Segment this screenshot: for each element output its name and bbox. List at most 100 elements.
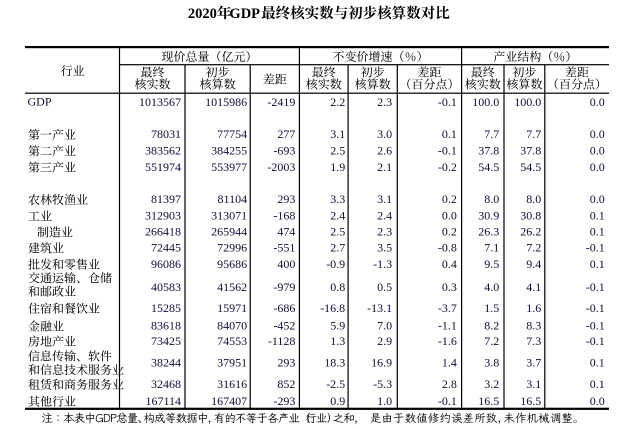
svg-text:0.8: 0.8: [330, 280, 345, 294]
svg-text:852: 852: [277, 377, 295, 391]
svg-text:16.5: 16.5: [520, 394, 541, 408]
svg-text:-452: -452: [273, 319, 295, 333]
svg-text:96086: 96086: [151, 257, 181, 271]
svg-text:3.0: 3.0: [377, 127, 392, 141]
svg-text:313071: 313071: [211, 209, 247, 223]
svg-text:1013567: 1013567: [139, 95, 181, 109]
svg-text:0.0: 0.0: [442, 209, 457, 223]
svg-text:7.3: 7.3: [526, 334, 541, 348]
svg-text:-16.8: -16.8: [320, 301, 345, 315]
svg-text:0.0: 0.0: [590, 192, 605, 206]
svg-text:7.7: 7.7: [484, 127, 499, 141]
svg-text:277: 277: [277, 127, 295, 141]
svg-text:2020: 2020: [188, 6, 217, 22]
svg-text:26.2: 26.2: [520, 225, 541, 239]
svg-text:-0.9: -0.9: [326, 257, 345, 271]
svg-text:-1.6: -1.6: [438, 334, 457, 348]
svg-text:266418: 266418: [145, 225, 181, 239]
svg-text:9.4: 9.4: [526, 257, 541, 271]
svg-text:-2003: -2003: [267, 160, 295, 174]
svg-text:8.2: 8.2: [484, 319, 499, 333]
svg-text:100.0: 100.0: [514, 95, 541, 109]
svg-text:16.5: 16.5: [478, 394, 499, 408]
svg-text:30.9: 30.9: [478, 209, 499, 223]
svg-text:4.0: 4.0: [484, 280, 499, 294]
svg-text:293: 293: [277, 355, 295, 369]
svg-text:-693: -693: [273, 143, 295, 157]
svg-text:0.0: 0.0: [590, 160, 605, 174]
svg-text:0.1: 0.1: [590, 377, 605, 391]
svg-text:-0.1: -0.1: [438, 95, 457, 109]
svg-text:32468: 32468: [151, 377, 181, 391]
svg-text:0.0: 0.0: [590, 95, 605, 109]
svg-text:18.3: 18.3: [324, 355, 345, 369]
svg-text:-0.1: -0.1: [438, 143, 457, 157]
svg-text:77754: 77754: [217, 127, 247, 141]
svg-text:2.2: 2.2: [330, 95, 345, 109]
svg-text:83618: 83618: [151, 319, 181, 333]
svg-text:3.3: 3.3: [330, 192, 345, 206]
svg-text:16.9: 16.9: [371, 355, 392, 369]
svg-text:0.0: 0.0: [590, 143, 605, 157]
svg-text:38244: 38244: [151, 355, 181, 369]
svg-text:3.7: 3.7: [526, 355, 541, 369]
svg-text:-686: -686: [273, 301, 295, 315]
svg-text:1.0: 1.0: [377, 394, 392, 408]
svg-text:0.0: 0.0: [590, 127, 605, 141]
svg-text:474: 474: [277, 225, 295, 239]
svg-text:8.3: 8.3: [526, 319, 541, 333]
svg-text:2.7: 2.7: [330, 240, 345, 254]
svg-text:312903: 312903: [145, 209, 181, 223]
svg-text:GDP: GDP: [28, 95, 52, 109]
svg-text:30.8: 30.8: [520, 209, 541, 223]
svg-text:7.1: 7.1: [484, 240, 499, 254]
svg-text:0.1: 0.1: [590, 355, 605, 369]
svg-text:54.5: 54.5: [478, 160, 499, 174]
svg-text:7.2: 7.2: [484, 334, 499, 348]
svg-text:0.4: 0.4: [442, 257, 457, 271]
svg-text:0.0: 0.0: [590, 394, 605, 408]
svg-text:-0.1: -0.1: [586, 334, 605, 348]
svg-text:0.5: 0.5: [377, 280, 392, 294]
svg-text:2.8: 2.8: [442, 377, 457, 391]
svg-text:2.6: 2.6: [377, 143, 392, 157]
svg-text:-0.1: -0.1: [586, 319, 605, 333]
svg-text:26.3: 26.3: [478, 225, 499, 239]
svg-text:0.9: 0.9: [330, 394, 345, 408]
svg-text:3.1: 3.1: [330, 127, 345, 141]
svg-text:551974: 551974: [145, 160, 181, 174]
svg-text:0.2: 0.2: [442, 225, 457, 239]
svg-text:553977: 553977: [211, 160, 247, 174]
svg-text:-979: -979: [273, 280, 295, 294]
svg-text:78031: 78031: [151, 127, 181, 141]
svg-text:-13.1: -13.1: [367, 301, 392, 315]
svg-text:-2.5: -2.5: [326, 377, 345, 391]
svg-text:37.8: 37.8: [520, 143, 541, 157]
svg-text:73425: 73425: [151, 334, 181, 348]
svg-text:3.1: 3.1: [377, 192, 392, 206]
svg-text:0.1: 0.1: [442, 127, 457, 141]
svg-text:0.3: 0.3: [442, 280, 457, 294]
svg-text:7.7: 7.7: [526, 127, 541, 141]
svg-text:1.4: 1.4: [442, 355, 457, 369]
svg-text:167114: 167114: [145, 394, 181, 408]
svg-text:1015986: 1015986: [205, 95, 247, 109]
svg-text:-293: -293: [273, 394, 295, 408]
svg-text:1.5: 1.5: [484, 301, 499, 315]
svg-text:2.9: 2.9: [377, 334, 392, 348]
svg-text:9.5: 9.5: [484, 257, 499, 271]
svg-text:167407: 167407: [211, 394, 247, 408]
svg-text:0.1: 0.1: [590, 257, 605, 271]
svg-text:5.9: 5.9: [330, 319, 345, 333]
svg-text:383562: 383562: [145, 143, 181, 157]
svg-text:-551: -551: [273, 240, 295, 254]
svg-text:4.1: 4.1: [526, 280, 541, 294]
svg-text:-0.8: -0.8: [438, 240, 457, 254]
svg-text:37951: 37951: [217, 355, 247, 369]
svg-text:41562: 41562: [217, 280, 247, 294]
svg-text:265944: 265944: [211, 225, 247, 239]
svg-text:15971: 15971: [217, 301, 247, 315]
svg-text:7.2: 7.2: [526, 240, 541, 254]
svg-text:-0.1: -0.1: [586, 280, 605, 294]
svg-text:-168: -168: [273, 209, 295, 223]
